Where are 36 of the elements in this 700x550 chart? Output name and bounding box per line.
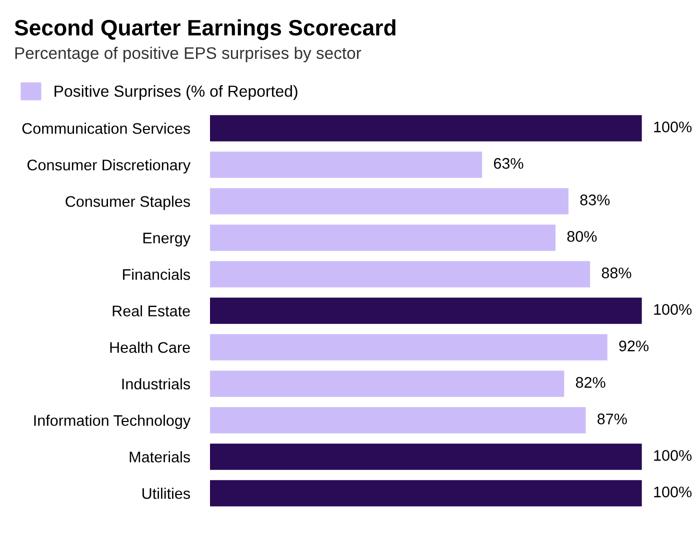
y-tick-label: Consumer Staples [66,196,190,210]
bar [210,261,590,288]
y-tick-label: Industrials [122,378,190,390]
data-label: 87% [598,414,627,424]
bar [210,334,608,360]
data-label: 100% [654,486,692,498]
data-label: 83% [580,194,610,206]
bar [210,115,642,142]
y-tick-label: Energy [143,232,191,246]
y-tick-label: Health Care [110,342,190,353]
bar [210,188,568,214]
data-label: 100% [654,122,692,132]
data-label: 82% [576,377,606,388]
data-label: 63% [494,158,524,169]
data-label: 100% [654,450,692,461]
chart-subtitle: Percentage of positive EPS surprises by sector [15,46,362,62]
bar [210,407,586,434]
data-label: 100% [654,304,692,315]
legend-label: Positive Surprises (% of Reported) [54,85,298,100]
data-label: 88% [602,268,632,278]
bar [210,298,642,324]
bar [210,444,642,470]
y-tick-label: Materials [130,451,190,462]
chart-title: Second Quarter Earnings Scorecard [14,19,396,40]
y-tick-label: Real Estate [112,305,190,316]
y-tick-label: Consumer Discretionary [27,159,191,174]
bar [210,152,482,178]
bar [210,370,564,397]
bar [210,480,642,506]
bar [210,224,556,251]
data-label: 92% [619,340,648,352]
y-tick-label: Information Technology [34,414,191,429]
y-tick-label: Utilities [142,488,190,499]
data-label: 80% [567,231,597,242]
y-tick-label: Financials [123,268,190,280]
y-tick-label: Communication Services [22,122,190,134]
